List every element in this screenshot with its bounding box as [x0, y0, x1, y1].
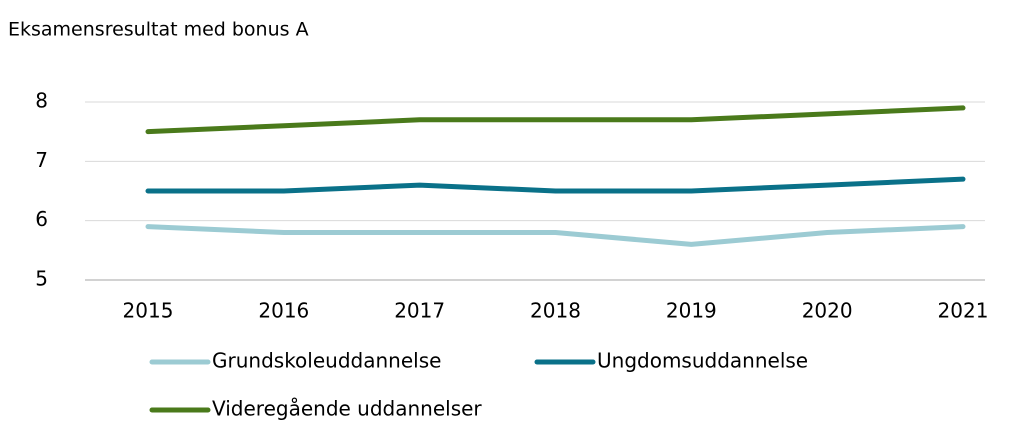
x-tick-label: 2019 [666, 299, 717, 323]
y-tick-label: 5 [35, 267, 48, 291]
y-tick-label: 7 [35, 148, 48, 172]
data-line [145, 224, 966, 247]
x-tick-label: 2021 [938, 299, 989, 323]
chart-title: Eksamensresultat med bonus A [8, 19, 309, 41]
data-line [145, 105, 966, 135]
legend-label: Grundskoleuddannelse [212, 349, 441, 373]
legend-label: Ungdomsuddannelse [597, 349, 808, 373]
x-tick-label: 2017 [394, 299, 445, 323]
x-tick-label: 2020 [802, 299, 853, 323]
y-tick-label: 8 [35, 89, 48, 113]
legend-label: Videregående uddannelser [212, 397, 482, 421]
x-tick-label: 2016 [258, 299, 309, 323]
data-line [145, 176, 966, 194]
x-tick-label: 2015 [123, 299, 174, 323]
y-tick-label: 6 [35, 207, 48, 231]
x-tick-label: 2018 [530, 299, 581, 323]
